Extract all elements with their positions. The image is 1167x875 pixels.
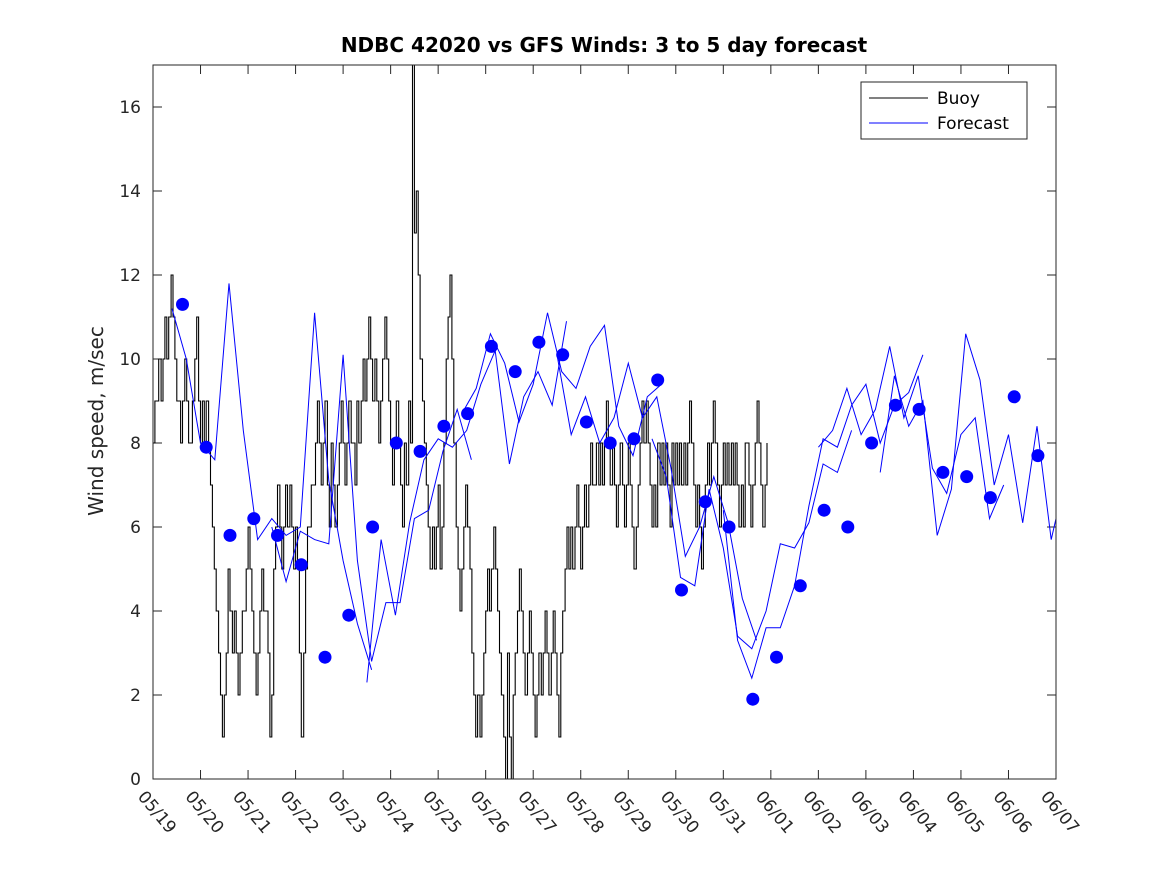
y-axis-label: Wind speed, m/sec [84,326,108,516]
forecast-point [746,692,760,706]
forecast-point [770,650,783,664]
chart-title: NDBC 42020 vs GFS Winds: 3 to 5 day fore… [341,33,868,57]
forecast-point [722,520,736,534]
forecast-run-line-7 [818,346,1005,521]
forecast-point [675,583,688,597]
forecast-point [983,491,997,505]
plot-area [153,65,1056,779]
forecast-point [318,650,332,664]
forecast-point [389,436,403,450]
forecast-point [223,528,237,542]
forecast-run-line-6 [722,354,924,680]
forecast-point [912,402,926,416]
y-tick-label: 8 [130,434,141,454]
forecast-run-line-1 [271,354,472,662]
forecast-run-line-5 [651,430,853,650]
y-tick-label: 12 [119,266,141,286]
forecast-point [627,432,641,446]
buoy-series-line [153,65,768,779]
forecast-point [579,415,593,429]
forecast-point [936,465,950,479]
forecast-point [176,297,189,311]
forecast-point [698,495,712,509]
y-tick-label: 4 [130,602,141,622]
forecast-point [484,339,498,353]
forecast-point [342,608,356,622]
forecast-point [651,373,665,387]
forecast-point [199,440,213,454]
forecast-run-line-2 [366,321,567,683]
forecast-point [508,365,522,379]
forecast-point [294,558,308,572]
forecast-point [888,398,902,412]
forecast-point [413,444,427,458]
y-tick-label: 2 [130,686,141,706]
forecast-point [865,436,879,450]
plot-content [153,65,1056,779]
forecast-run-line-8 [879,333,1056,540]
forecast-point [817,503,831,517]
forecast-point [532,335,546,349]
forecast-point [1031,449,1045,463]
forecast-run-line-4 [556,354,758,641]
y-tick-label: 16 [119,98,141,118]
forecast-point [793,579,807,593]
forecast-point [437,419,451,433]
forecast-point [841,520,855,534]
forecast-point [1007,390,1021,404]
y-tick-label: 10 [119,350,141,370]
plot-frame [152,64,1057,780]
forecast-point [271,528,284,542]
legend: Buoy Forecast [860,81,1028,140]
y-axis: 0 2 4 6 8 10 12 14 16 [119,98,1056,790]
forecast-point [556,348,570,362]
legend-buoy-label: Buoy [937,89,980,109]
y-tick-label: 0 [130,770,141,790]
forecast-point [247,512,261,526]
y-tick-label: 14 [119,182,141,202]
forecast-point [603,436,617,450]
legend-forecast-label: Forecast [937,114,1009,134]
y-tick-label: 6 [130,518,141,538]
forecast-point [366,520,380,534]
forecast-point [960,470,974,484]
legend-box [860,81,1028,140]
forecast-point [461,407,475,421]
